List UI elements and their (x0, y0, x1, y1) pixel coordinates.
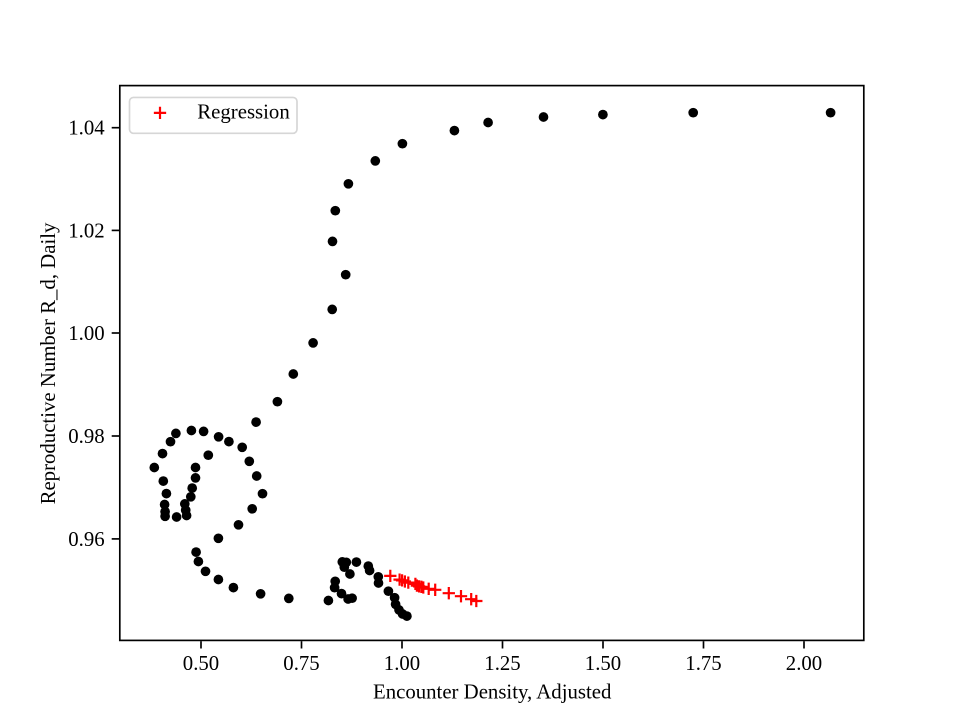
svg-text:0.98: 0.98 (68, 425, 104, 448)
svg-text:Regression: Regression (197, 101, 290, 124)
svg-text:0.96: 0.96 (68, 528, 104, 551)
svg-text:Reproductive Number R_d, Daily: Reproductive Number R_d, Daily (37, 222, 60, 504)
svg-text:1.04: 1.04 (68, 117, 105, 140)
svg-text:1.25: 1.25 (484, 652, 520, 675)
svg-text:Encounter Density, Adjusted: Encounter Density, Adjusted (373, 680, 612, 703)
svg-text:1.50: 1.50 (585, 652, 621, 675)
svg-text:0.50: 0.50 (183, 652, 219, 675)
svg-text:1.00: 1.00 (384, 652, 420, 675)
svg-text:1.00: 1.00 (68, 322, 104, 345)
svg-text:1.02: 1.02 (68, 219, 104, 242)
svg-text:0.75: 0.75 (283, 652, 319, 675)
svg-text:2.00: 2.00 (786, 652, 822, 675)
svg-text:1.75: 1.75 (685, 652, 721, 675)
